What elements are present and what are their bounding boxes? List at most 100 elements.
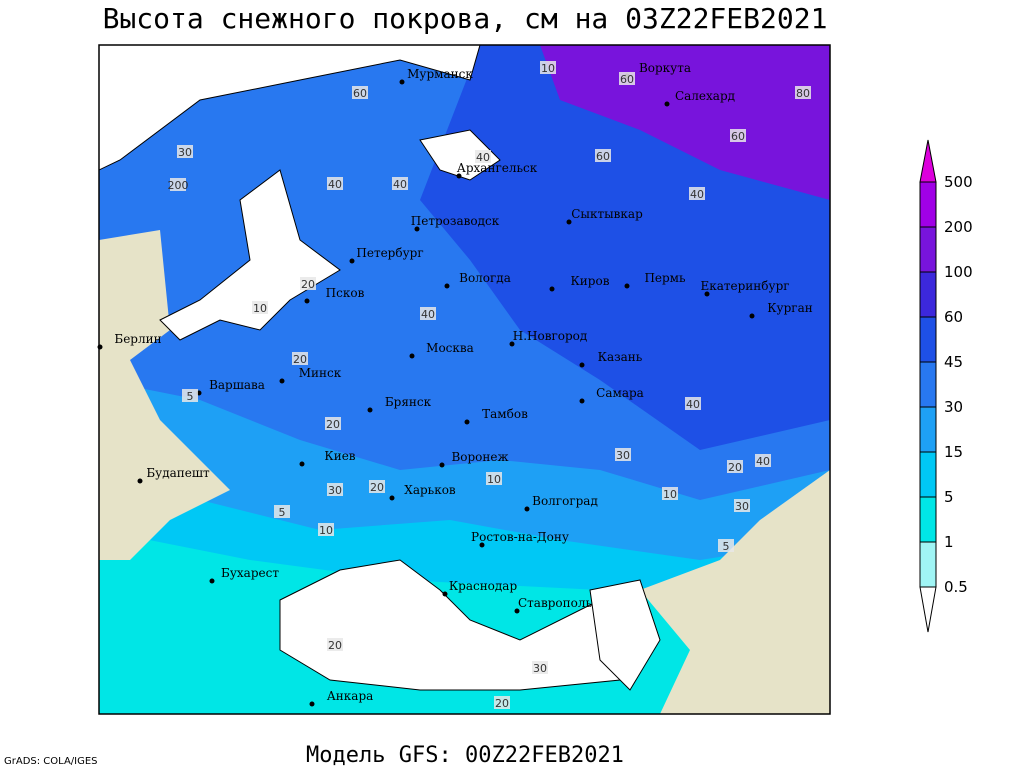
city-dot: [309, 701, 315, 707]
city-dot: [704, 291, 710, 297]
city-label: Минск: [299, 366, 342, 380]
contour-labels: 10 60 40 80 60 40 60 30 200 40 20 20 10 40 40 60 20 20 30 1…: [168, 61, 811, 710]
city-dot: [97, 344, 103, 350]
contour-label-box: [318, 523, 334, 536]
city-label: Ростов-на-Дону: [471, 530, 569, 544]
contour-label-box: [475, 150, 491, 163]
legend-label: 100: [944, 263, 973, 281]
contour-label: 20: [495, 697, 509, 710]
contour-label-box: [727, 460, 743, 473]
city-label: Сыктывкар: [571, 207, 643, 221]
city-label: Киров: [571, 274, 610, 288]
cities: Мурманск Воркута Салехард Архангельск Петроз…: [97, 61, 813, 707]
city-label: Вологда: [459, 271, 511, 285]
land-east: [640, 470, 830, 714]
city-dot: [509, 341, 515, 347]
legend-label: 30: [944, 398, 963, 416]
contour-label-box: [252, 301, 268, 314]
caspian-sea: [589, 579, 661, 691]
contour-label: 60: [353, 87, 367, 100]
legend-swatch: [919, 226, 937, 273]
city-label: Петрозаводск: [411, 214, 500, 228]
contour-label-box: [718, 539, 734, 552]
contour-label: 80: [796, 87, 810, 100]
contour-label-box: [170, 178, 186, 191]
contour-label-box: [615, 448, 631, 461]
contour-label-box: [540, 61, 556, 74]
contour-label: 10: [541, 62, 555, 75]
contour-label: 5: [279, 506, 286, 519]
contour-label: 30: [616, 449, 630, 462]
city-label: Киев: [324, 449, 355, 463]
city-dot: [456, 173, 462, 179]
city-dot: [549, 286, 555, 292]
city-label: Ставрополь: [518, 596, 592, 610]
contour-label-box: [486, 472, 502, 485]
city-label: Брянск: [385, 395, 432, 409]
legend-swatch: [919, 496, 937, 543]
contour-label: 60: [620, 73, 634, 86]
contour-label-box: [795, 86, 811, 99]
legend-swatch: [919, 586, 937, 633]
city-dot: [299, 461, 305, 467]
contour-label-box: [352, 86, 368, 99]
city-dot: [566, 219, 572, 225]
contour-label: 10: [319, 524, 333, 537]
city-label: Тамбов: [482, 407, 528, 421]
city-dot: [442, 591, 448, 597]
contour-label-box: [420, 307, 436, 320]
city-dot: [367, 407, 373, 413]
contour-label-box: [392, 177, 408, 190]
contour-label: 30: [328, 484, 342, 497]
contour-label: 200: [168, 179, 189, 192]
baltic-sea: [159, 169, 341, 341]
city-dot: [399, 79, 405, 85]
contour-label-box: [369, 480, 385, 493]
city-dot: [514, 608, 520, 614]
legend-label: 1: [944, 533, 954, 551]
map-frame: [98, 44, 831, 715]
contour-label-box: [689, 187, 705, 200]
contour-label-box: [730, 129, 746, 142]
contour-label: 5: [187, 390, 194, 403]
land-west: [99, 230, 230, 560]
contour-label: 20: [301, 278, 315, 291]
city-label: Варшава: [209, 378, 265, 392]
city-dot: [579, 362, 585, 368]
contour-label: 60: [731, 130, 745, 143]
contour-label: 20: [326, 418, 340, 431]
contour-label: 40: [756, 455, 770, 468]
contour-label: 10: [253, 302, 267, 315]
city-label: Краснодар: [449, 579, 518, 593]
model-caption: Модель GFS: 00Z22FEB2021: [306, 743, 624, 768]
city-label: Екатеринбург: [700, 279, 789, 293]
city-dot: [479, 542, 485, 548]
city-label: Москва: [426, 341, 474, 355]
city-label: Берлин: [114, 332, 161, 346]
city-dot: [209, 578, 215, 584]
city-label: Анкара: [327, 689, 374, 703]
city-dot: [444, 283, 450, 289]
contour-label: 5: [723, 540, 730, 553]
city-label: Самара: [596, 386, 644, 400]
city-label: Н.Новгород: [513, 329, 588, 343]
contour-label-box: [734, 499, 750, 512]
contour-label-box: [300, 277, 316, 290]
city-dot: [137, 478, 143, 484]
contour-label-box: [292, 352, 308, 365]
title: Высота снежного покрова, см на 03Z22FEB2…: [103, 2, 828, 35]
city-label: Харьков: [404, 483, 456, 497]
contour-label: 40: [328, 178, 342, 191]
legend-swatch: [919, 316, 937, 363]
city-label: Пермь: [644, 271, 686, 285]
city-label: Волгоград: [532, 494, 598, 508]
contour-label: 10: [487, 473, 501, 486]
white-sea: [419, 129, 501, 181]
city-dot: [524, 506, 530, 512]
legend-swatch: [919, 541, 937, 588]
legend-swatch: [919, 271, 937, 318]
city-label: Мурманск: [407, 67, 473, 81]
contour-label: 60: [596, 150, 610, 163]
